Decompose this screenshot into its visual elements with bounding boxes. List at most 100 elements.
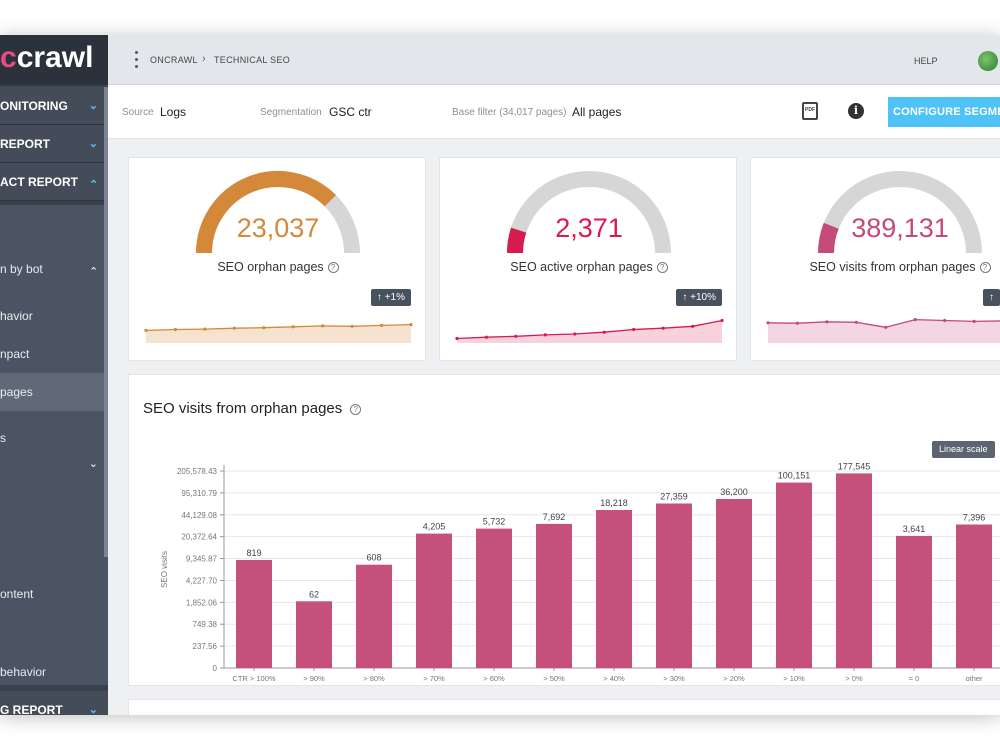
sparkline-point [380, 323, 384, 327]
kpi-value: 2,371 [555, 213, 623, 243]
sparkline-point [409, 323, 413, 327]
user-avatar[interactable] [978, 51, 998, 71]
sparkline-point [543, 333, 547, 337]
sidebar: ccrawl ONITORING ⌄ REPORT ⌄ ACT REPORT ⌄… [0, 35, 108, 715]
kpi-card-graphics [455, 171, 724, 343]
sidebar-item-pages[interactable]: pages [0, 373, 108, 411]
sidebar-item-label: npact [0, 347, 30, 361]
bar [656, 503, 692, 668]
x-tick-label: > 90% [303, 674, 325, 683]
sparkline-point [943, 318, 947, 323]
kpi-title-text: SEO orphan pages [217, 260, 324, 274]
x-tick-label: > 10% [783, 674, 805, 683]
sidebar-section-label: ACT REPORT [0, 175, 78, 189]
bar-value-label: 177,545 [838, 461, 871, 471]
y-tick-label: 237.56 [193, 642, 218, 651]
bar [956, 524, 992, 668]
segmentation-value[interactable]: GSC ctr [329, 105, 372, 119]
sidebar-item-user-behavior[interactable]: behavior [0, 653, 108, 691]
x-tick-label: > 30% [663, 674, 685, 683]
sparkline-point [203, 327, 207, 331]
sidebar-section-ranking-report[interactable]: G REPORT ⌄ [0, 691, 108, 715]
chevron-down-icon: ⌄ [88, 138, 98, 150]
y-axis-label: SEO visits [160, 551, 169, 588]
chevron-down-icon: ⌄ [88, 704, 98, 715]
bar-value-label: 100,151 [778, 471, 811, 481]
sparkline-point [232, 326, 236, 330]
sidebar-section-impact-report[interactable]: ACT REPORT ⌄ [0, 163, 108, 201]
gauge-track [507, 171, 671, 254]
sidebar-section-report[interactable]: REPORT ⌄ [0, 125, 108, 163]
x-tick-label: other [965, 674, 983, 683]
kpi-title: SEO active orphan pages? [440, 260, 738, 274]
chart-title: SEO visits from orphan pages? [143, 400, 362, 417]
help-icon[interactable]: ? [656, 262, 668, 273]
bar-value-label: 27,359 [660, 492, 688, 502]
trend-badge: ↑ +1% [370, 289, 411, 306]
help-icon[interactable]: ? [979, 262, 991, 273]
kpi-card-graphics [144, 171, 413, 343]
sparkline-line [145, 323, 412, 332]
sidebar-item-label: ontent [0, 587, 34, 601]
configure-segmentation-button[interactable]: CONFIGURE SEGMENTATION [888, 97, 1000, 127]
sparkline-line [767, 318, 1000, 328]
help-link[interactable]: HELP [914, 56, 938, 66]
bar-value-label: 3,641 [903, 524, 926, 534]
bar-value-label: 36,200 [720, 487, 748, 497]
sparkline-point [661, 326, 665, 330]
source-value[interactable]: Logs [160, 105, 187, 119]
chevron-down-icon: ⌄ [88, 100, 98, 112]
bar-value-label: 5,732 [483, 517, 506, 527]
sidebar-item-content[interactable]: ontent [0, 575, 108, 613]
bar [716, 499, 752, 668]
breadcrumb-technical-seo[interactable]: TECHNICAL SEO [214, 55, 291, 65]
bar [896, 535, 932, 668]
bar-value-label: 608 [366, 553, 381, 563]
sidebar-item-s[interactable]: s [0, 419, 108, 457]
sidebar-item-label: n by bot [0, 262, 43, 276]
sidebar-item-behavior[interactable]: havior [0, 297, 108, 335]
sidebar-section-label: G REPORT [0, 703, 63, 715]
x-tick-label: > 0% [845, 674, 863, 683]
chevron-up-icon: ⌄ [88, 264, 98, 276]
kpi-value: 23,037 [236, 213, 320, 243]
x-tick-label: > 20% [723, 674, 745, 683]
help-icon[interactable]: ? [327, 262, 339, 273]
trend-badge: ↑ [983, 289, 1000, 306]
bar [596, 510, 632, 668]
x-tick-label: > 80% [363, 674, 385, 683]
bar [836, 473, 872, 668]
filter-bar: Source Logs Segmentation GSC ctr Base fi… [108, 85, 1000, 139]
info-icon[interactable]: i [848, 103, 864, 119]
logo-accent: c [0, 41, 17, 74]
sparkline-point [691, 324, 695, 328]
sidebar-scrollbar[interactable] [104, 87, 108, 557]
oncrawl-logo[interactable]: ccrawl [0, 35, 108, 85]
sidebar-item-label: s [0, 431, 6, 445]
base-filter-value[interactable]: All pages [572, 105, 622, 119]
kpi-card-graphics [766, 171, 1000, 343]
sparkline-point [262, 326, 266, 330]
next-panel [128, 699, 1000, 715]
segmentation-label: Segmentation [260, 107, 322, 118]
kebab-menu-icon[interactable] [135, 51, 139, 69]
breadcrumb-oncrawl[interactable]: ONCRAWL [150, 55, 198, 65]
help-icon[interactable]: ? [350, 404, 362, 415]
sparkline-point [854, 320, 858, 324]
kpi-card-visits-orphan-pages: 389,131 SEO visits from orphan pages? ↑ [750, 157, 1000, 361]
sidebar-item-group[interactable]: ⌄ [0, 457, 108, 495]
bar [296, 601, 332, 668]
pdf-export-icon[interactable]: PDF [802, 102, 818, 120]
sidebar-item-impact[interactable]: npact [0, 335, 108, 373]
sparkline-point [602, 330, 606, 334]
gauge-track [818, 171, 982, 254]
sparkline-point [795, 321, 799, 325]
sparkline-point [514, 334, 518, 338]
y-tick-label: 20,372.64 [181, 533, 217, 542]
bar-chart: 0 237.56 749.38 1,852.06 4,227.70 9,345.87 20,… [160, 461, 1000, 683]
y-tick-label: 4,227.70 [186, 576, 218, 585]
linear-scale-toggle[interactable]: Linear scale [932, 441, 995, 458]
bar-value-label: 4,205 [423, 522, 446, 532]
sidebar-item-by-bot[interactable]: n by bot ⌄ [0, 250, 108, 288]
sidebar-section-monitoring[interactable]: ONITORING ⌄ [0, 87, 108, 125]
